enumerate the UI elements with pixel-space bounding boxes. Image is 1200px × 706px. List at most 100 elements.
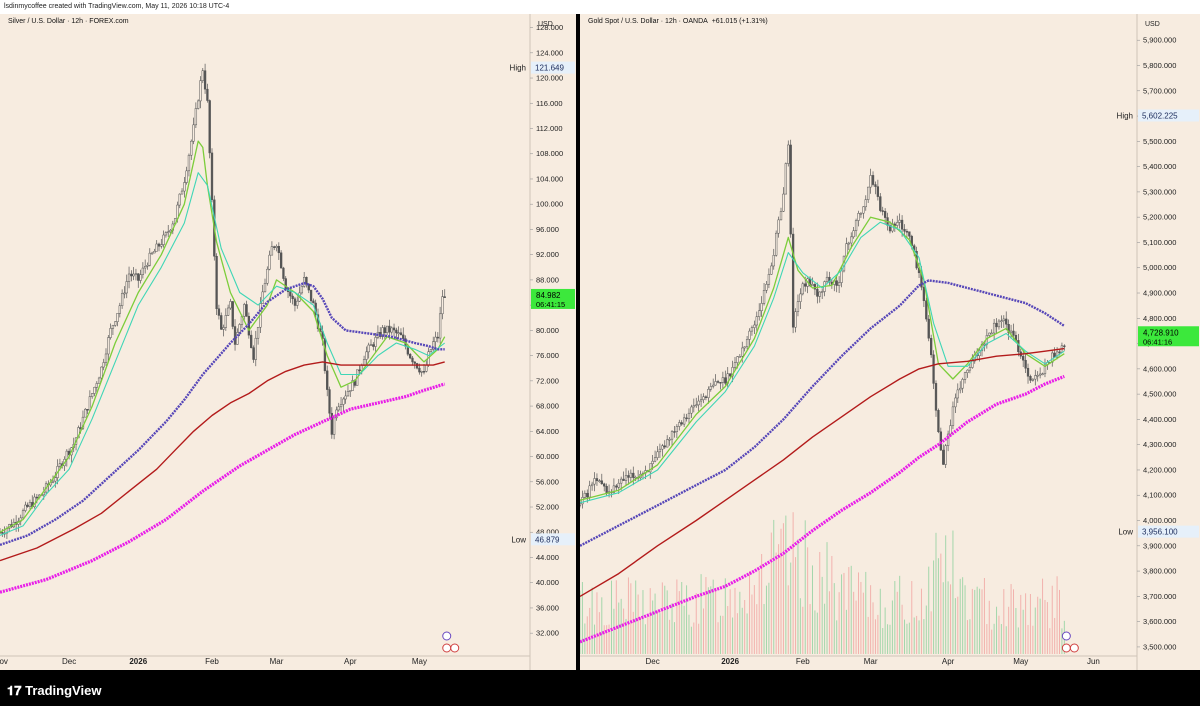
volume-bar [874, 619, 876, 654]
volume-bar [855, 600, 857, 654]
price-tick-label: 48.000 [536, 528, 559, 537]
candle-body [399, 332, 403, 336]
volume-bar [848, 567, 850, 654]
volume-bar [686, 585, 688, 654]
candle-body [1005, 318, 1008, 325]
current-price-tag [1138, 326, 1199, 347]
volume-bar [945, 535, 947, 654]
silver-chart-panel[interactable]: Silver / U.S. Dollar · 12h · FOREX.com U… [0, 14, 576, 670]
candle-body [704, 396, 708, 398]
price-tick-label: 5,500.000 [1143, 137, 1176, 146]
candle-body [409, 353, 412, 359]
bar-countdown: 06:41:16 [1143, 337, 1172, 346]
price-tick-label: 4,500.000 [1143, 390, 1176, 399]
price-tick-label: 32.000 [536, 629, 559, 638]
volume-bar [1044, 599, 1046, 654]
candle-body [26, 504, 29, 507]
price-tick-label: 4,000.000 [1143, 516, 1176, 525]
candle-body [753, 324, 756, 328]
candle-body [411, 357, 414, 363]
volume-bar [594, 624, 596, 654]
candle-body [816, 288, 819, 297]
candle-body [583, 492, 586, 498]
candle-body [622, 478, 625, 481]
volume-bar [833, 583, 835, 654]
candle-body [1041, 373, 1044, 376]
candle-body [799, 293, 802, 302]
low-label: Low [511, 535, 526, 544]
volume-bar [637, 594, 639, 654]
volume-bar [843, 572, 845, 654]
price-tick-label: 4,400.000 [1143, 415, 1176, 424]
candle-body [685, 417, 688, 420]
candle-body [813, 284, 817, 290]
time-tick-label: 2026 [129, 657, 147, 666]
volume-bar [1000, 624, 1002, 654]
candle-body [337, 406, 340, 411]
candle-body [192, 124, 195, 142]
candle-body [767, 274, 771, 285]
candle-body [750, 327, 754, 332]
candle-body [840, 270, 843, 283]
price-tick-label: 4,600.000 [1143, 364, 1176, 373]
candle-body [365, 351, 368, 360]
candle-body [125, 281, 128, 294]
volume-bar [751, 594, 753, 654]
candle-body [208, 100, 211, 154]
volume-bar [894, 581, 896, 654]
volume-bar [891, 600, 893, 654]
candle-body [743, 346, 746, 349]
volume-bar [804, 520, 806, 654]
price-tick-label: 72.000 [536, 376, 559, 385]
volume-bar [1008, 606, 1010, 654]
volume-bar [1054, 617, 1056, 654]
volume-bar [986, 624, 988, 654]
gold-chart-panel[interactable]: Gold Spot / U.S. Dollar · 12h · OANDA +6… [580, 14, 1200, 670]
time-tick-label: Dec [646, 657, 660, 666]
gold-chart-svg[interactable]: USD5,900.0005,800.0005,700.0005,600.0005… [580, 14, 1200, 670]
volume-bar [770, 532, 772, 654]
volume-bar [966, 620, 968, 654]
price-candles [0, 63, 446, 540]
candle-body [150, 252, 154, 255]
us-flag-icon [1061, 643, 1071, 653]
candle-body [224, 315, 227, 328]
time-tick-label: Dec [62, 657, 76, 666]
volume-bar [1061, 628, 1063, 654]
candle-body [261, 291, 264, 304]
volume-bar [603, 625, 605, 654]
candle-body [86, 408, 89, 411]
candle-body [268, 254, 271, 270]
tradingview-logo[interactable]: 𝟏𝟕 TradingView [7, 683, 101, 699]
candle-body [678, 422, 681, 427]
time-tick-label: Apr [344, 657, 357, 666]
price-tick-label: 5,300.000 [1143, 187, 1176, 196]
volume-bar [756, 604, 758, 654]
candle-body [296, 300, 299, 306]
candle-body [328, 389, 331, 414]
candle-body [837, 282, 841, 286]
volume-bar [838, 592, 840, 654]
candle-body [390, 327, 393, 333]
candle-body [100, 366, 103, 379]
volume-bars [580, 512, 1065, 654]
candle-body [418, 367, 421, 373]
candle-body [24, 504, 27, 511]
candle-body [425, 364, 428, 372]
candle-body [714, 381, 717, 386]
candle-body [0, 531, 2, 534]
volume-bar [870, 585, 872, 654]
volume-bar [647, 617, 649, 654]
candle-body [266, 268, 269, 284]
candle-body [992, 322, 996, 334]
volume-bar [753, 585, 755, 654]
volume-bar [625, 618, 627, 654]
volume-bar [580, 590, 581, 654]
candle-body [675, 426, 679, 432]
volume-bar [860, 581, 862, 654]
candle-body [649, 463, 652, 473]
candle-body [651, 460, 654, 465]
low-value: 3,956.100 [1142, 528, 1178, 537]
candle-body [580, 503, 582, 506]
